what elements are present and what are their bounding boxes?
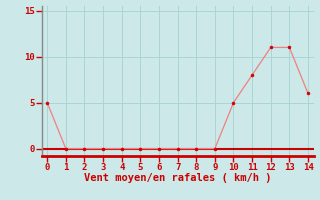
X-axis label: Vent moyen/en rafales ( km/h ): Vent moyen/en rafales ( km/h ) xyxy=(84,173,271,183)
